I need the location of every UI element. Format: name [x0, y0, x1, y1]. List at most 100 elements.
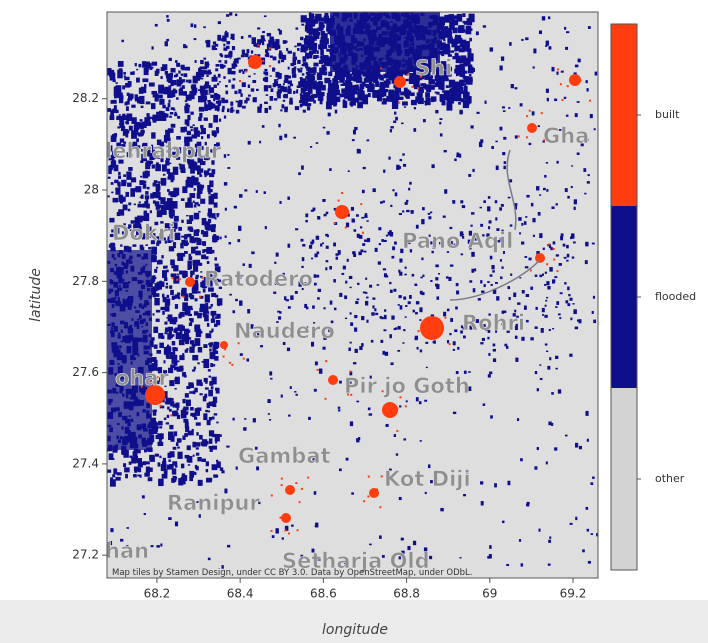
- flood-patch: [174, 431, 177, 436]
- flood-patch: [121, 40, 124, 42]
- flood-patch: [108, 171, 111, 174]
- flood-patch: [125, 135, 128, 137]
- flood-patch: [587, 174, 589, 176]
- flood-patch: [176, 97, 179, 99]
- flood-patch: [422, 292, 425, 295]
- flood-patch: [293, 57, 297, 60]
- built-patch: [379, 506, 381, 508]
- flood-patch: [175, 466, 177, 468]
- flood-patch: [197, 362, 199, 364]
- flood-patch: [315, 523, 318, 528]
- flood-patch: [320, 49, 324, 55]
- flood-patch: [159, 440, 162, 444]
- flood-patch: [399, 258, 402, 262]
- flood-patch: [316, 236, 319, 240]
- flood-patch: [303, 84, 305, 87]
- flood-patch: [539, 233, 542, 238]
- x-tick-label: 68.8: [393, 587, 420, 601]
- flood-patch: [182, 186, 187, 193]
- flood-patch: [545, 272, 547, 274]
- flood-patch: [152, 313, 154, 315]
- flood-patch: [214, 75, 216, 78]
- flood-patch: [322, 242, 324, 244]
- flood-patch: [107, 108, 111, 112]
- flood-patch: [403, 329, 405, 331]
- flood-patch: [211, 386, 214, 389]
- flood-patch: [406, 210, 409, 212]
- flood-patch: [495, 141, 497, 143]
- flood-patch: [199, 174, 202, 177]
- flood-patch: [385, 89, 388, 92]
- built-patch: [553, 259, 555, 261]
- flood-patch: [507, 481, 510, 485]
- flood-patch: [181, 198, 185, 201]
- built-patch: [160, 405, 162, 407]
- flood-patch: [216, 127, 219, 130]
- flood-patch: [154, 95, 158, 101]
- flood-patch: [212, 364, 215, 366]
- flood-patch: [199, 308, 203, 312]
- flood-patch: [264, 40, 266, 42]
- flood-patch: [377, 94, 379, 97]
- flood-patch: [282, 537, 284, 539]
- flood-patch: [155, 71, 159, 76]
- flood-patch: [362, 190, 365, 193]
- built-patch: [527, 123, 537, 133]
- flood-patch: [169, 352, 175, 359]
- flood-patch: [587, 439, 589, 442]
- flood-patch: [307, 106, 310, 110]
- flood-patch: [167, 415, 170, 418]
- built-patch: [335, 205, 349, 219]
- flood-patch: [195, 60, 197, 63]
- flood-patch: [587, 88, 589, 91]
- flood-patch: [206, 75, 208, 77]
- built-patch: [529, 110, 531, 112]
- flood-patch: [175, 403, 179, 408]
- flood-patch: [575, 113, 578, 117]
- flood-patch: [470, 28, 472, 31]
- flood-patch: [175, 233, 181, 240]
- flood-patch: [326, 131, 329, 135]
- flood-patch: [217, 214, 219, 217]
- flood-patch: [142, 78, 148, 82]
- flood-patch: [117, 70, 123, 79]
- flood-patch: [455, 306, 458, 309]
- flood-patch: [308, 55, 311, 59]
- flood-patch: [187, 265, 190, 270]
- flood-patch: [307, 74, 310, 78]
- built-patch: [295, 482, 297, 484]
- flood-patch: [118, 184, 120, 188]
- flood-patch: [501, 204, 504, 207]
- flood-patch: [504, 161, 506, 164]
- flood-patch: [177, 452, 182, 459]
- flood-patch: [170, 73, 173, 78]
- flood-patch: [172, 341, 175, 345]
- flood-patch: [561, 233, 564, 236]
- flood-patch: [208, 93, 210, 94]
- flood-patch: [288, 306, 291, 309]
- flood-patch: [206, 461, 209, 466]
- built-patch: [271, 530, 273, 532]
- y-tick-label: 27.4: [72, 456, 99, 470]
- flood-patch: [176, 191, 179, 193]
- flood-patch: [443, 216, 446, 218]
- built-patch: [360, 203, 362, 205]
- flood-patch: [163, 297, 167, 302]
- flood-patch: [322, 199, 325, 202]
- built-patch: [444, 317, 446, 319]
- flood-patch: [214, 257, 217, 260]
- flood-patch: [524, 306, 527, 310]
- flood-patch: [449, 32, 452, 37]
- flood-patch: [339, 381, 342, 384]
- flood-patch: [206, 469, 208, 472]
- flood-patch: [193, 124, 195, 126]
- flood-patch: [350, 312, 352, 314]
- flood-patch: [427, 94, 429, 97]
- flood-patch: [309, 51, 313, 55]
- flood-patch: [165, 402, 168, 404]
- flood-patch: [264, 77, 268, 82]
- flood-patch: [203, 231, 208, 237]
- flood-patch: [326, 260, 329, 262]
- flood-patch: [108, 177, 111, 179]
- flood-patch: [162, 270, 167, 278]
